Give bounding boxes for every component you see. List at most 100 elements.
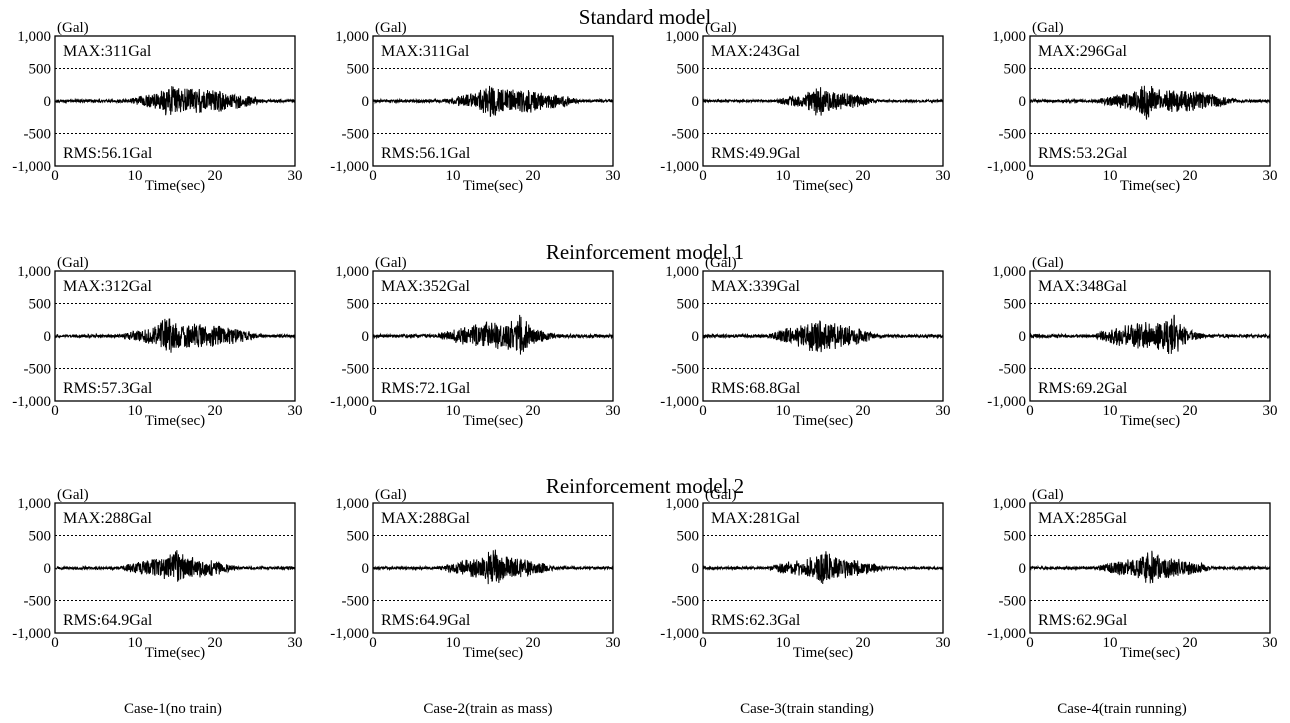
y-tick-label: 500 <box>29 62 52 78</box>
rms-annotation: RMS:64.9Gal <box>63 612 153 629</box>
y-axis-label: (Gal) <box>375 20 407 36</box>
y-tick-label: -500 <box>672 594 700 610</box>
acceleration-trace <box>702 87 944 116</box>
x-tick-label: 10 <box>446 403 461 419</box>
x-tick-label: 30 <box>288 635 303 651</box>
y-tick-label: 1,000 <box>335 496 369 512</box>
y-tick-label: 0 <box>362 561 370 577</box>
x-tick-label: 10 <box>446 635 461 651</box>
x-axis-label: Time(sec) <box>145 645 205 661</box>
y-axis-label: (Gal) <box>705 255 737 271</box>
x-tick-label: 0 <box>1026 168 1034 184</box>
acceleration-trace <box>54 550 296 582</box>
x-tick-label: 20 <box>208 168 223 184</box>
y-tick-label: 1,000 <box>665 264 699 280</box>
y-tick-label: 0 <box>362 329 370 345</box>
x-tick-label: 20 <box>526 635 541 651</box>
y-axis-label: (Gal) <box>705 487 737 503</box>
y-tick-label: -1,000 <box>330 626 369 642</box>
x-tick-label: 30 <box>1263 403 1278 419</box>
y-tick-label: 1,000 <box>17 29 51 45</box>
max-annotation: MAX:288Gal <box>381 510 470 527</box>
y-tick-label: -500 <box>24 594 52 610</box>
y-tick-label: 0 <box>692 329 700 345</box>
acceleration-trace <box>702 320 944 353</box>
x-tick-label: 0 <box>369 403 377 419</box>
y-axis-label: (Gal) <box>375 487 407 503</box>
y-axis-label: (Gal) <box>1032 487 1064 503</box>
y-tick-label: -500 <box>999 594 1027 610</box>
x-tick-label: 30 <box>936 635 951 651</box>
x-tick-label: 20 <box>1183 635 1198 651</box>
x-tick-label: 20 <box>208 403 223 419</box>
max-annotation: MAX:348Gal <box>1038 278 1127 295</box>
y-tick-label: 1,000 <box>665 29 699 45</box>
row-title-reinforcement-model-2: Reinforcement model 2 <box>545 474 745 498</box>
y-tick-label: -500 <box>342 362 370 378</box>
max-annotation: MAX:296Gal <box>1038 43 1127 60</box>
y-tick-label: -500 <box>24 127 52 143</box>
y-tick-label: 500 <box>347 529 370 545</box>
case-label-3: Case-3(train standing) <box>740 701 874 717</box>
acceleration-trace <box>54 86 296 116</box>
x-tick-label: 30 <box>288 168 303 184</box>
rms-annotation: RMS:57.3Gal <box>63 380 153 397</box>
x-tick-label: 0 <box>369 635 377 651</box>
x-tick-label: 10 <box>776 635 791 651</box>
rms-annotation: RMS:62.3Gal <box>711 612 801 629</box>
max-annotation: MAX:311Gal <box>63 43 152 60</box>
y-tick-label: 1,000 <box>335 29 369 45</box>
row-title-standard-model: Standard model <box>578 5 712 29</box>
y-tick-label: 500 <box>677 297 700 313</box>
x-tick-label: 10 <box>1103 403 1118 419</box>
x-tick-label: 0 <box>51 635 59 651</box>
y-tick-label: -1,000 <box>12 394 51 410</box>
x-tick-label: 0 <box>1026 403 1034 419</box>
y-tick-label: -1,000 <box>660 626 699 642</box>
y-tick-label: 500 <box>347 62 370 78</box>
x-tick-label: 30 <box>1263 168 1278 184</box>
y-tick-label: 1,000 <box>992 496 1026 512</box>
y-tick-label: -1,000 <box>987 626 1026 642</box>
max-annotation: MAX:339Gal <box>711 278 800 295</box>
y-tick-label: -500 <box>342 127 370 143</box>
x-tick-label: 10 <box>128 168 143 184</box>
acceleration-trace <box>1029 550 1271 584</box>
rms-annotation: RMS:56.1Gal <box>381 145 471 162</box>
rms-annotation: RMS:64.9Gal <box>381 612 471 629</box>
x-tick-label: 20 <box>526 168 541 184</box>
max-annotation: MAX:285Gal <box>1038 510 1127 527</box>
y-tick-label: 0 <box>44 94 52 110</box>
x-tick-label: 30 <box>606 635 621 651</box>
y-tick-label: 1,000 <box>665 496 699 512</box>
y-tick-label: -500 <box>999 127 1027 143</box>
x-axis-label: Time(sec) <box>463 413 523 429</box>
x-tick-label: 20 <box>856 403 871 419</box>
y-tick-label: 500 <box>347 297 370 313</box>
y-tick-label: -1,000 <box>330 159 369 175</box>
x-tick-label: 30 <box>606 168 621 184</box>
y-tick-label: -500 <box>999 362 1027 378</box>
x-tick-label: 30 <box>1263 635 1278 651</box>
x-tick-label: 10 <box>128 403 143 419</box>
x-tick-label: 30 <box>288 403 303 419</box>
x-tick-label: 20 <box>208 635 223 651</box>
y-tick-label: 500 <box>677 62 700 78</box>
y-tick-label: 0 <box>692 561 700 577</box>
max-annotation: MAX:312Gal <box>63 278 152 295</box>
y-tick-label: 1,000 <box>335 264 369 280</box>
case-label-1: Case-1(no train) <box>124 701 222 717</box>
y-tick-label: 500 <box>29 297 52 313</box>
y-tick-label: -500 <box>342 594 370 610</box>
